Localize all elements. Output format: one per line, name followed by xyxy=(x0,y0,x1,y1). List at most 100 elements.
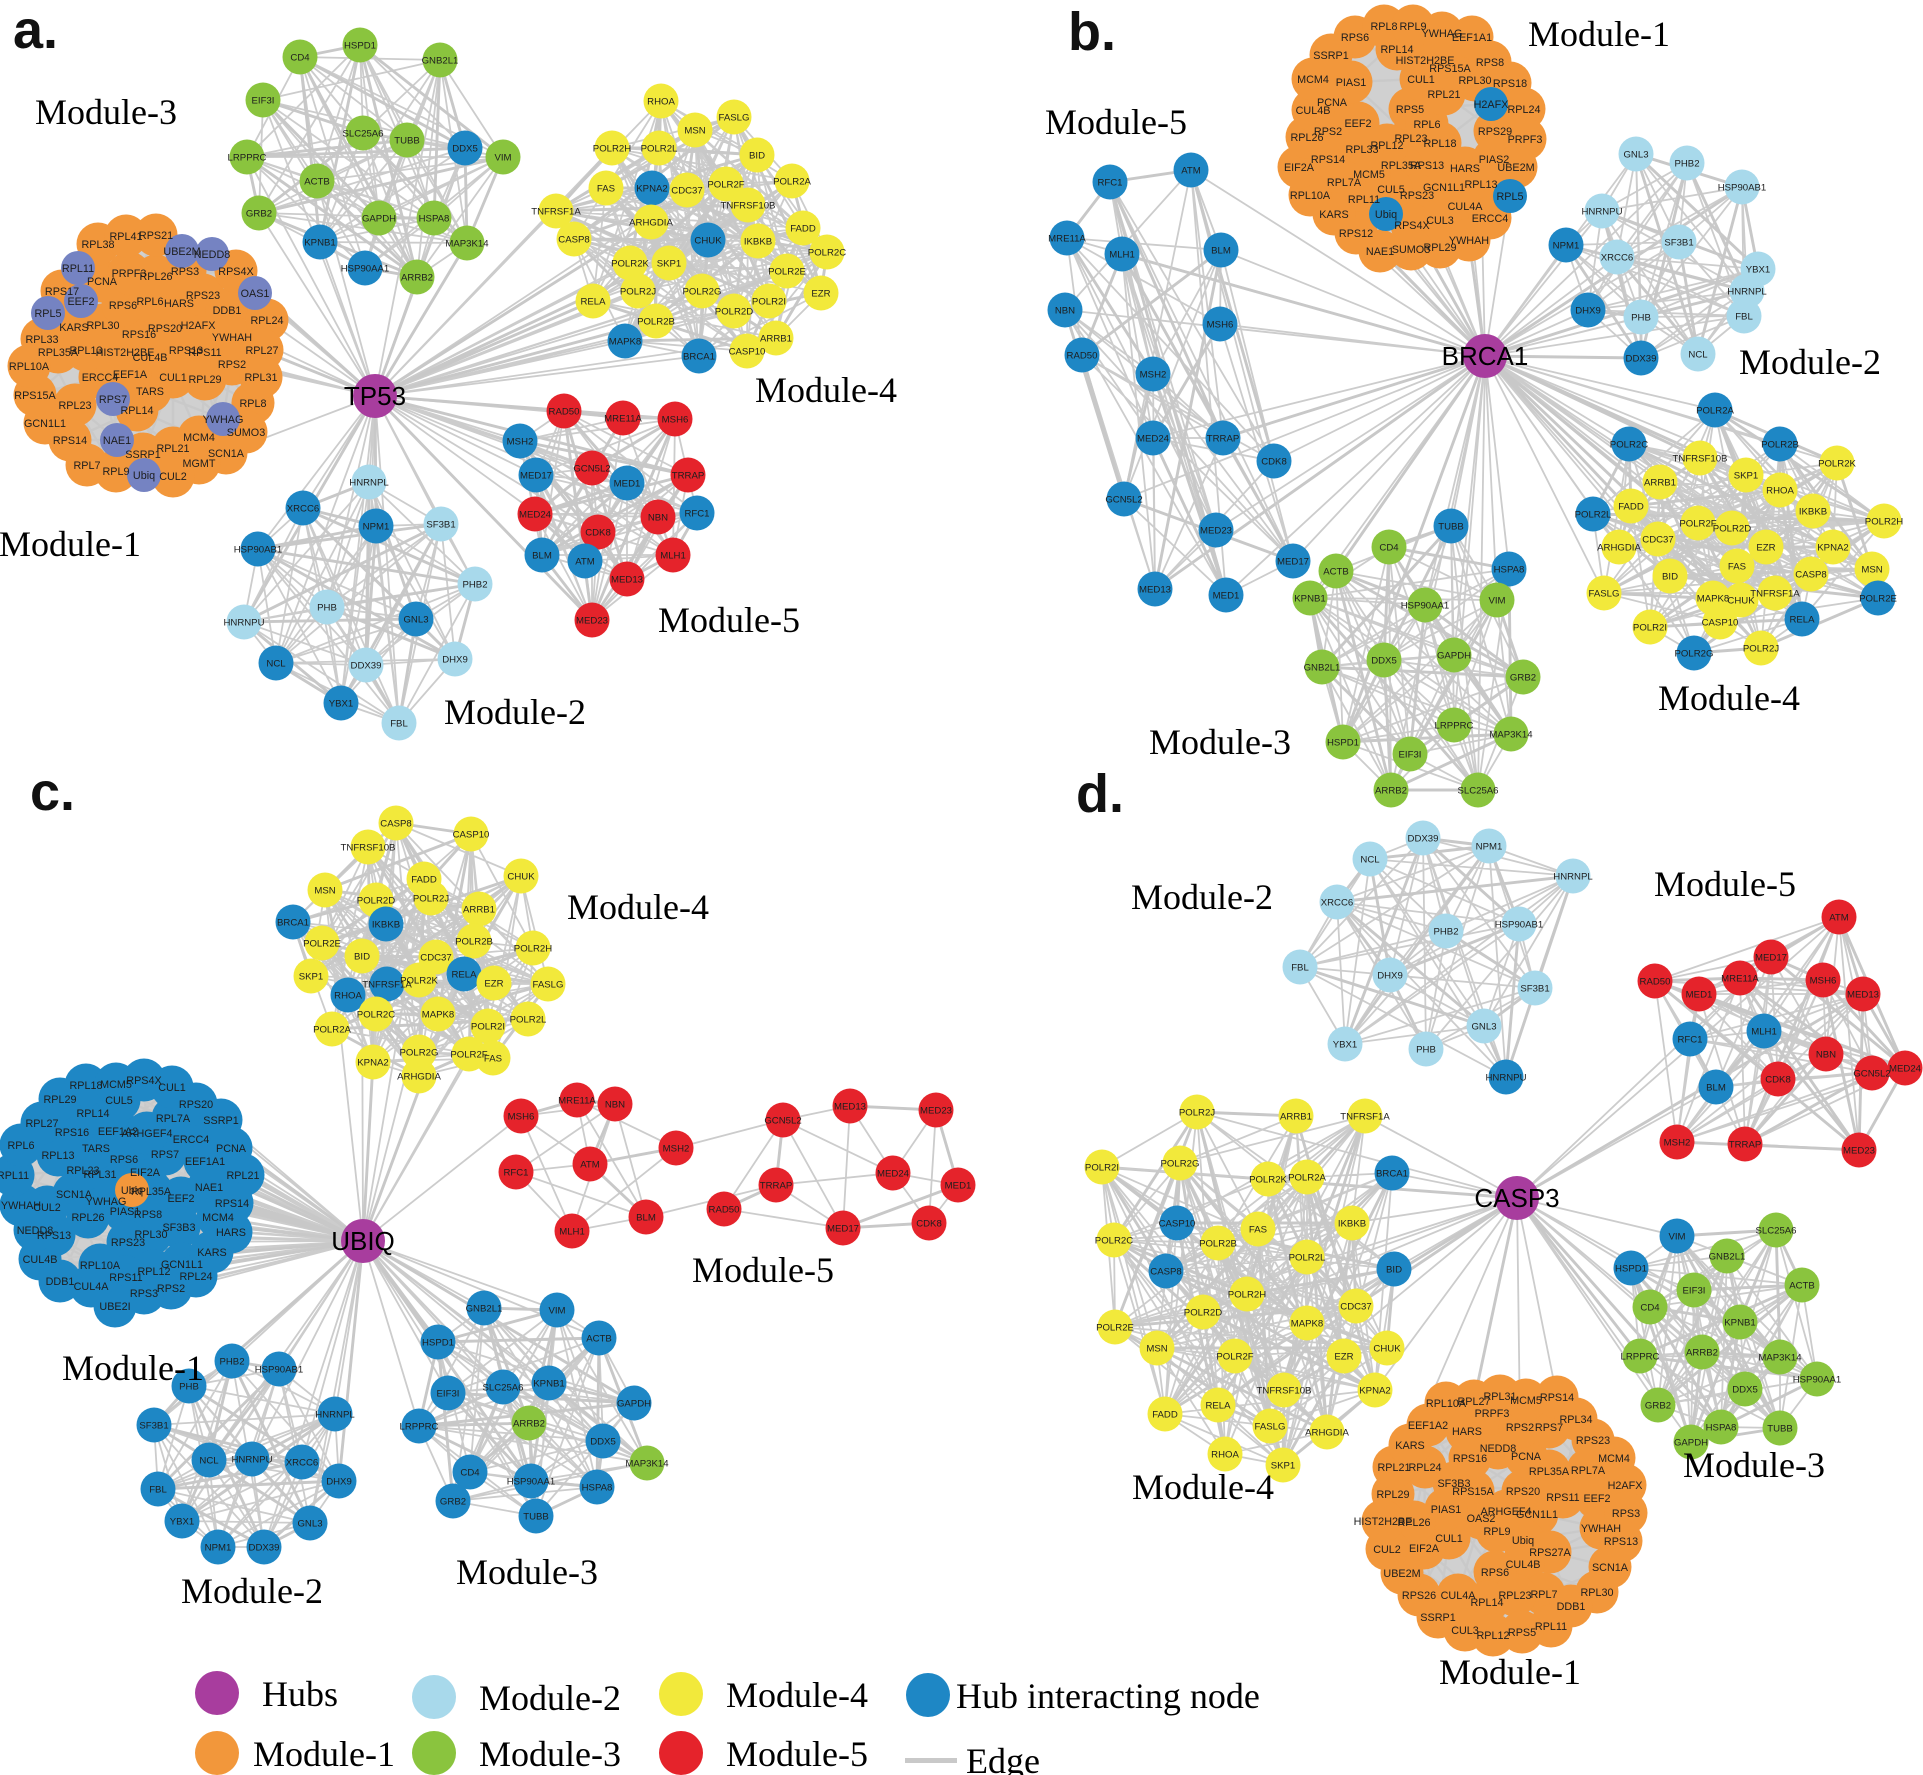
svg-text:EEF1A2: EEF1A2 xyxy=(98,1126,138,1138)
svg-text:GNB2L1: GNB2L1 xyxy=(1709,1251,1746,1262)
svg-text:POLR2B: POLR2B xyxy=(1199,1238,1237,1249)
svg-text:RPL29: RPL29 xyxy=(1423,242,1456,254)
svg-text:ARHGEF4: ARHGEF4 xyxy=(122,1128,173,1140)
svg-text:GCN1L1: GCN1L1 xyxy=(161,1259,203,1271)
svg-text:POLR2G: POLR2G xyxy=(400,1047,439,1058)
svg-text:POLR2E: POLR2E xyxy=(768,266,806,277)
svg-text:PIAS1: PIAS1 xyxy=(1431,1504,1462,1516)
svg-text:KPNB1: KPNB1 xyxy=(1724,1317,1755,1328)
svg-text:Module-5: Module-5 xyxy=(1654,864,1796,904)
svg-text:H2AFX: H2AFX xyxy=(1608,1480,1643,1492)
svg-text:CUL4B: CUL4B xyxy=(1506,1559,1541,1571)
svg-text:POLR2A: POLR2A xyxy=(313,1024,351,1035)
svg-text:RPS6: RPS6 xyxy=(110,1154,138,1166)
svg-text:RPL26: RPL26 xyxy=(71,1212,104,1224)
svg-text:RPS2: RPS2 xyxy=(1506,1422,1534,1434)
svg-text:H2AFX: H2AFX xyxy=(1474,99,1509,111)
svg-text:MED1: MED1 xyxy=(945,1180,972,1191)
svg-text:RPL29: RPL29 xyxy=(43,1094,76,1106)
svg-text:RPL23: RPL23 xyxy=(1498,1590,1531,1602)
svg-text:GNB2L1: GNB2L1 xyxy=(1304,662,1341,673)
svg-text:TNFRSF10B: TNFRSF10B xyxy=(1257,1385,1312,1396)
svg-text:ACTB: ACTB xyxy=(1323,566,1349,577)
svg-text:Ubiq: Ubiq xyxy=(1375,209,1397,221)
svg-text:RPL26: RPL26 xyxy=(1290,132,1323,144)
svg-text:FAS: FAS xyxy=(484,1053,502,1064)
svg-text:DHX9: DHX9 xyxy=(1377,970,1403,981)
svg-text:RPL21: RPL21 xyxy=(1377,1462,1410,1474)
svg-text:RPS15A: RPS15A xyxy=(14,390,56,402)
svg-text:CDK8: CDK8 xyxy=(585,527,611,538)
svg-text:VIM: VIM xyxy=(1668,1231,1685,1242)
svg-text:TARS: TARS xyxy=(136,386,164,398)
svg-text:PCNA: PCNA xyxy=(1317,97,1348,109)
svg-text:DDX39: DDX39 xyxy=(351,660,382,671)
svg-text:TNFRSF1A: TNFRSF1A xyxy=(531,206,581,217)
svg-text:RPS20: RPS20 xyxy=(179,1099,213,1111)
svg-text:DDX5: DDX5 xyxy=(452,143,478,154)
svg-text:RELA: RELA xyxy=(580,296,606,307)
svg-text:KARS: KARS xyxy=(1395,1440,1424,1452)
svg-text:NAE1: NAE1 xyxy=(195,1182,223,1194)
svg-text:RPL5: RPL5 xyxy=(34,308,61,320)
svg-text:LRPPRC: LRPPRC xyxy=(228,152,267,163)
svg-text:TUBB: TUBB xyxy=(523,1511,549,1522)
svg-text:RPS11: RPS11 xyxy=(1546,1492,1579,1504)
svg-text:ARHGEF4: ARHGEF4 xyxy=(1481,1506,1532,1518)
svg-text:ERCC4: ERCC4 xyxy=(1472,213,1509,225)
svg-text:MED1: MED1 xyxy=(1213,590,1240,601)
svg-text:RPL10A: RPL10A xyxy=(9,361,50,373)
svg-text:RPS14: RPS14 xyxy=(1540,1392,1574,1404)
svg-text:GNL3: GNL3 xyxy=(297,1518,322,1529)
svg-text:RPS13: RPS13 xyxy=(169,345,203,357)
svg-text:CHUK: CHUK xyxy=(694,235,722,246)
svg-text:Module-3: Module-3 xyxy=(35,92,177,132)
svg-text:GRB2: GRB2 xyxy=(1510,672,1536,683)
svg-text:TNFRSF10B: TNFRSF10B xyxy=(341,842,396,853)
svg-text:HIST2H2BE: HIST2H2BE xyxy=(1354,1516,1413,1528)
svg-text:Module-4: Module-4 xyxy=(755,370,897,410)
svg-text:TNFRSF10B: TNFRSF10B xyxy=(721,200,776,211)
svg-text:CD4: CD4 xyxy=(1379,542,1399,553)
svg-text:SCN1A: SCN1A xyxy=(1592,1562,1629,1574)
svg-text:RPL21: RPL21 xyxy=(226,1170,259,1182)
svg-text:RPL13: RPL13 xyxy=(1464,179,1497,191)
svg-text:RPS7: RPS7 xyxy=(151,1149,179,1161)
svg-text:SKP1: SKP1 xyxy=(1271,1460,1296,1471)
svg-text:NCL: NCL xyxy=(1688,349,1708,360)
svg-text:HSPD1: HSPD1 xyxy=(344,40,376,51)
svg-text:CASP8: CASP8 xyxy=(1795,569,1826,580)
svg-text:MAPK8: MAPK8 xyxy=(609,336,642,347)
svg-text:SSRP1: SSRP1 xyxy=(125,449,160,461)
svg-text:TNFRSF1A: TNFRSF1A xyxy=(1750,588,1800,599)
svg-text:GRB2: GRB2 xyxy=(246,208,272,219)
svg-text:EZR: EZR xyxy=(1334,1351,1353,1362)
svg-text:RPL24: RPL24 xyxy=(1408,1462,1441,1474)
svg-text:RPL9: RPL9 xyxy=(102,466,129,478)
svg-text:NCL: NCL xyxy=(266,658,286,669)
svg-text:MED1: MED1 xyxy=(614,478,641,489)
svg-text:POLR2C: POLR2C xyxy=(808,247,846,258)
svg-text:RPL8: RPL8 xyxy=(239,398,266,410)
svg-text:KPNA2: KPNA2 xyxy=(1817,542,1848,553)
svg-text:MSN: MSN xyxy=(684,125,705,136)
svg-text:CUL5: CUL5 xyxy=(105,1095,133,1107)
svg-text:RPS16: RPS16 xyxy=(1453,1453,1487,1465)
svg-text:ARRB1: ARRB1 xyxy=(463,904,495,915)
svg-text:MLH1: MLH1 xyxy=(1751,1026,1777,1037)
svg-text:XRCC6: XRCC6 xyxy=(287,503,320,514)
svg-text:MCM4: MCM4 xyxy=(1598,1453,1630,1465)
svg-text:Module-5: Module-5 xyxy=(692,1250,834,1290)
svg-text:POLR2B: POLR2B xyxy=(455,936,493,947)
svg-text:HSP90AA1: HSP90AA1 xyxy=(1401,600,1450,611)
svg-text:TUBB: TUBB xyxy=(1438,521,1464,532)
svg-text:BRCA1: BRCA1 xyxy=(277,917,309,928)
svg-text:OAS2: OAS2 xyxy=(1467,1513,1496,1525)
svg-text:EEF1A1: EEF1A1 xyxy=(185,1156,225,1168)
svg-text:SLC25A6: SLC25A6 xyxy=(1755,1225,1796,1236)
svg-text:MAPK8: MAPK8 xyxy=(422,1009,455,1020)
svg-text:HSP90AB1: HSP90AB1 xyxy=(234,544,283,555)
svg-text:RPS3: RPS3 xyxy=(1612,1508,1640,1520)
svg-text:ATM: ATM xyxy=(580,1159,600,1170)
svg-text:MED23: MED23 xyxy=(1200,525,1232,536)
